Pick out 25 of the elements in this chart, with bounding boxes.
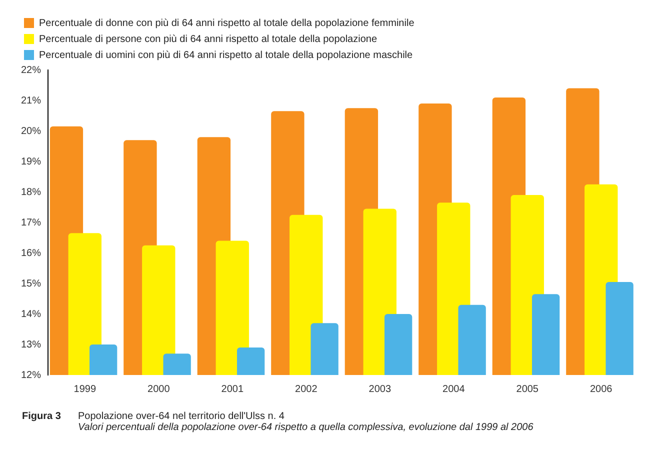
text: Valori percentuali della popolazione over-64 rispetto a quella complessiva, evoluzione dal 1999 al 2006 [78,422,534,433]
x-tick-label: 2003 [368,384,392,395]
y-tick-label: 19% [21,156,42,168]
x-tick-label: 2000 [148,384,170,395]
x-tick-label: 2004 [442,384,466,395]
y-tick-label: 15% [21,278,42,290]
y-tick-label: 20% [21,126,42,137]
x-tick-label: 2002 [295,384,318,395]
y-tick-label: 21% [21,95,42,106]
y-tick-label: 22% [21,64,42,76]
y-tick-label: 16% [21,248,42,259]
legend-label: Percentuale di persone con più di 64 anni rispetto al totale della popolazione [39,34,378,45]
x-tick-label: 1999 [74,384,96,395]
y-tick-label: 14% [21,308,42,320]
x-tick-label: 2006 [590,384,613,395]
y-tick-label: 18% [21,186,42,198]
x-tick-label: 2005 [516,384,539,395]
text: Popolazione over-64 nel territorio dell'Ulss n. 4 [78,411,286,422]
x-tick-label: 2001 [221,384,244,395]
legend-label: Percentuale di uomini con più di 64 anni rispetto al totale della popolazione maschile [39,50,414,61]
y-tick-label: 12% [21,370,42,381]
y-tick-label: 13% [21,339,42,350]
legend-label: Percentuale di donne con più di 64 anni rispetto al totale della popolazione femminile [39,18,415,29]
y-tick-label: 17% [21,217,42,228]
text: Figura 3 [22,411,62,424]
